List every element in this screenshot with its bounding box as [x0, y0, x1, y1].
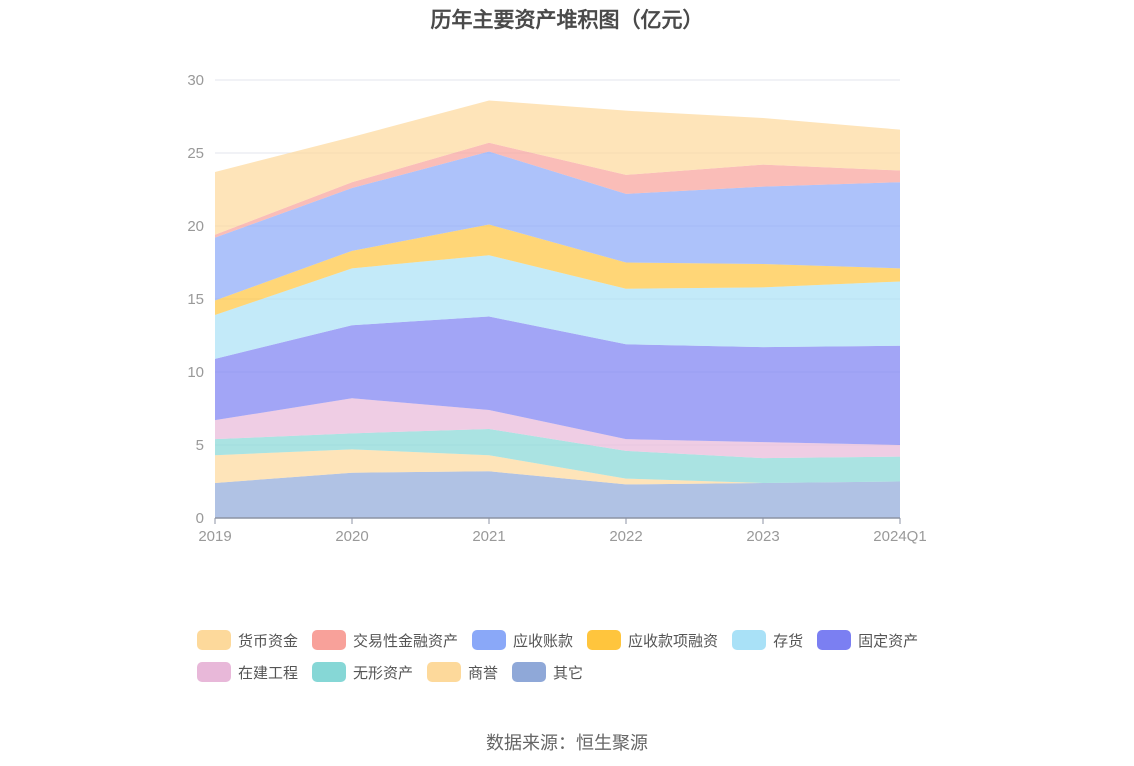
- area-series-7: [215, 224, 900, 316]
- legend-label: 在建工程: [238, 664, 299, 682]
- x-tick-label: 2020: [335, 528, 368, 545]
- y-tick-label: 15: [187, 291, 204, 308]
- axes: 0 5 10 15 20 25 30 2019 2020 2021 2022 2023 2024Q1: [187, 72, 926, 545]
- area-series-3: [215, 428, 900, 483]
- legend-label: 应收账款: [513, 632, 574, 650]
- area-series-4: [215, 398, 900, 459]
- area-series-1: [215, 471, 900, 518]
- x-tick-label: 2022: [609, 528, 642, 545]
- stacked-area-chart: 0 5 10 15 20 25 30 2019 2020 2021 2022 2023 2024Q1: [187, 72, 926, 545]
- chart-title: 历年主要资产堆积图（亿元）: [430, 9, 704, 32]
- legend-swatch: [732, 630, 767, 650]
- y-tick-label: 20: [187, 218, 204, 235]
- legend-label: 应收款项融资: [628, 632, 719, 650]
- legend-item[interactable]: 固定资产: [817, 630, 918, 650]
- legend-item[interactable]: 存货: [732, 630, 803, 650]
- y-tick-label: 30: [187, 72, 204, 89]
- y-tick-label: 5: [196, 437, 204, 454]
- area-series-9: [215, 142, 900, 238]
- legend-swatch: [312, 662, 347, 682]
- y-tick-label: 10: [187, 364, 204, 381]
- legend-swatch: [197, 630, 231, 650]
- area-series-5: [215, 316, 900, 445]
- y-tick-label: 0: [196, 510, 204, 527]
- legend-item[interactable]: 在建工程: [197, 662, 298, 682]
- x-tick-label: 2021: [472, 528, 505, 545]
- legend: 货币资金 交易性金融资产 应收账款 应收款项融资 存货 固定资产在建工程 无形资产 商誉 其它: [197, 630, 957, 682]
- area-series-8: [215, 151, 900, 301]
- legend-item[interactable]: 交易性金融资产: [312, 630, 458, 650]
- legend-swatch: [472, 630, 507, 650]
- y-tick-label: 25: [187, 145, 204, 162]
- x-tick-label: 2019: [198, 528, 231, 545]
- legend-item[interactable]: 应收账款: [472, 630, 573, 650]
- legend-label: 无形资产: [353, 664, 414, 682]
- legend-item[interactable]: 商誉: [427, 662, 498, 682]
- legend-item[interactable]: 其它: [512, 662, 583, 682]
- legend-swatch: [312, 630, 347, 650]
- legend-label: 其它: [553, 664, 584, 682]
- legend-swatch: [587, 630, 622, 650]
- legend-label: 商誉: [468, 664, 499, 682]
- area-series-10: [215, 100, 900, 235]
- area-series-2: [215, 449, 900, 485]
- data-source-note: 数据来源：恒生聚源: [486, 733, 648, 753]
- legend-swatch: [197, 662, 231, 682]
- legend-swatch: [427, 662, 462, 682]
- legend-label: 固定资产: [858, 632, 919, 650]
- legend-label: 货币资金: [238, 632, 299, 650]
- legend-item[interactable]: 货币资金: [197, 630, 298, 650]
- area-series-6: [215, 255, 900, 359]
- legend-swatch: [512, 662, 547, 682]
- x-tick-label: 2023: [746, 528, 779, 545]
- legend-item[interactable]: 应收款项融资: [587, 630, 718, 650]
- legend-item[interactable]: 无形资产: [312, 662, 413, 682]
- legend-swatch: [817, 630, 852, 650]
- area-series-group: [215, 100, 900, 518]
- legend-label: 交易性金融资产: [353, 632, 459, 650]
- x-tick-label: 2024Q1: [873, 528, 926, 545]
- legend-label: 存货: [773, 632, 804, 650]
